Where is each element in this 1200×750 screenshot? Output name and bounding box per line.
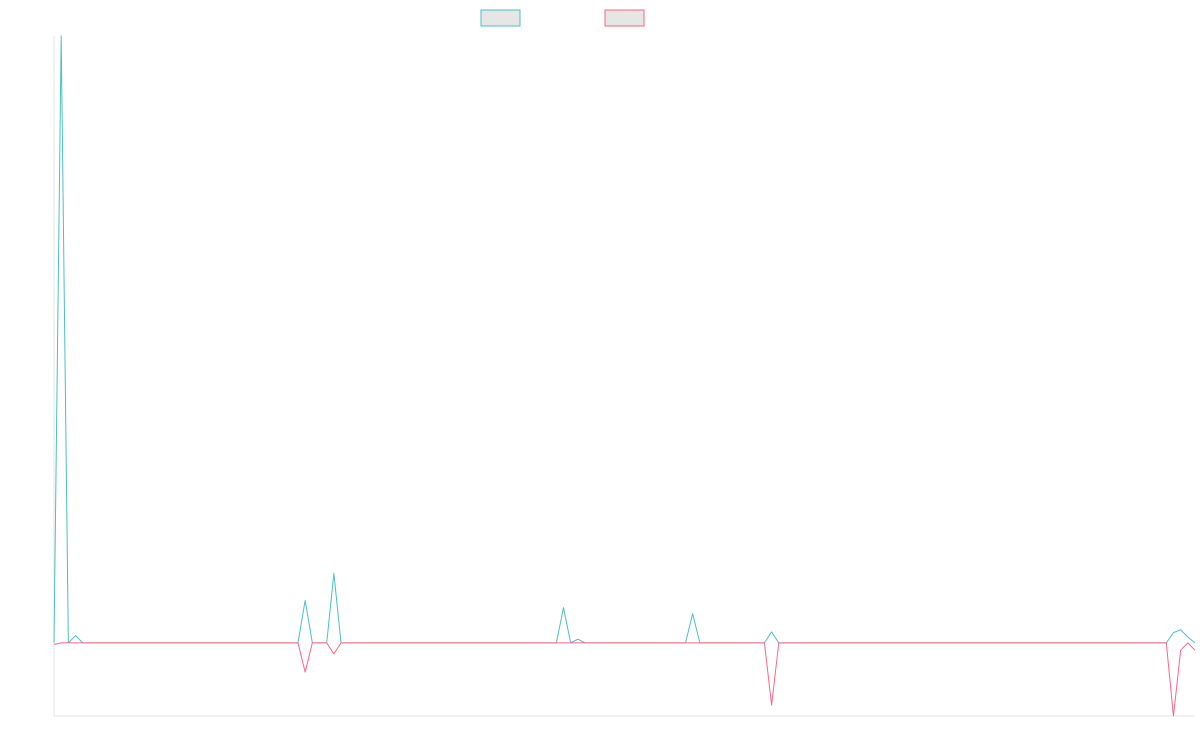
axes <box>53 36 1195 717</box>
legend <box>480 9 645 27</box>
series-line-2 <box>53 642 1196 717</box>
series-layer <box>53 35 1196 717</box>
legend-swatch-1[interactable] <box>480 9 521 27</box>
legend-swatch-2[interactable] <box>604 9 645 27</box>
series-line-1 <box>53 35 1196 644</box>
